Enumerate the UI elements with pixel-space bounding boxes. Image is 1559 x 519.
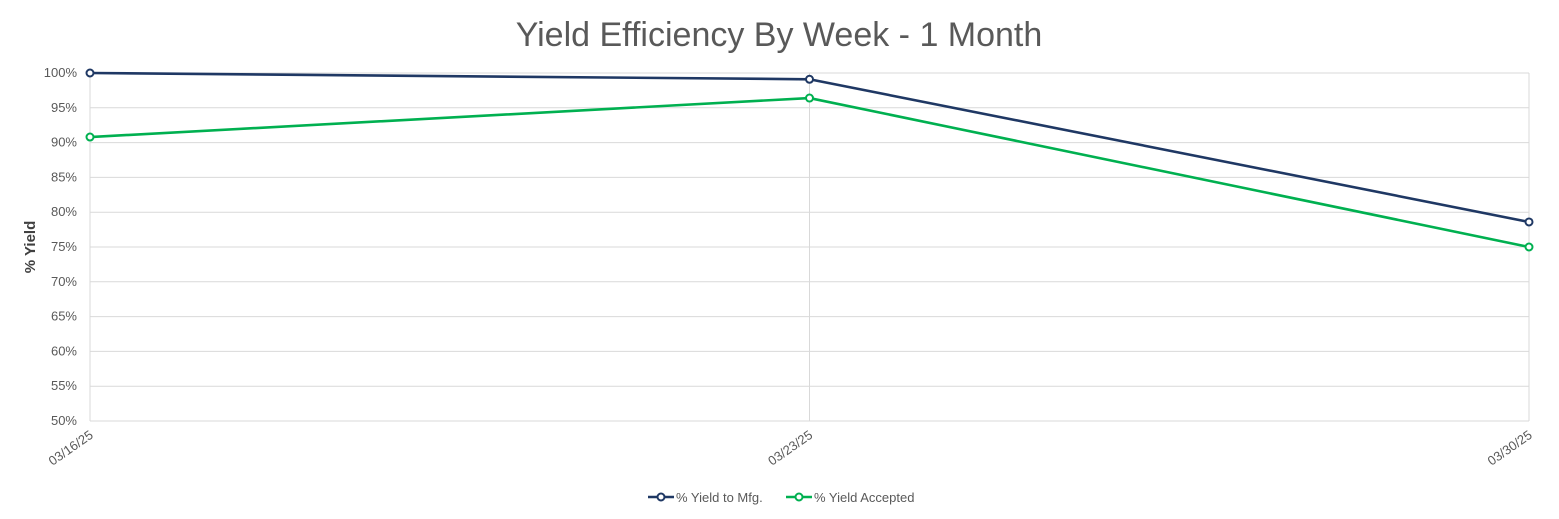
data-point xyxy=(1524,242,1534,252)
legend-label: % Yield Accepted xyxy=(814,490,914,505)
y-tick-label: 55% xyxy=(51,378,77,393)
data-point xyxy=(1524,217,1534,227)
y-tick-label: 85% xyxy=(51,169,77,184)
legend-item-2: % Yield Accepted xyxy=(786,490,914,505)
data-point xyxy=(805,74,814,84)
series-2 xyxy=(85,93,1534,252)
y-tick-label: 60% xyxy=(51,343,77,358)
legend-swatch-marker xyxy=(656,492,666,502)
y-axis-ticks: 50% 55% 60% 65% 70% 75% 80% 85% 90% 95% 100% xyxy=(44,65,78,428)
y-tick-label: 75% xyxy=(51,239,77,254)
legend-label: % Yield to Mfg. xyxy=(676,490,763,505)
data-point xyxy=(85,132,95,142)
y-tick-label: 70% xyxy=(51,274,77,289)
y-tick-label: 65% xyxy=(51,309,77,324)
series-lines xyxy=(85,68,1534,252)
legend-swatch-marker xyxy=(794,492,804,502)
y-tick-label: 100% xyxy=(44,65,78,80)
y-tick-label: 90% xyxy=(51,135,77,150)
chart-title: Yield Efficiency By Week - 1 Month xyxy=(516,16,1043,54)
y-axis-label: % Yield xyxy=(22,221,39,274)
data-point xyxy=(85,68,95,78)
y-tick-label: 80% xyxy=(51,204,77,219)
legend-item-1: % Yield to Mfg. xyxy=(648,490,763,505)
x-axis-ticks: 03/16/25 03/23/25 03/30/25 xyxy=(46,427,1535,468)
x-tick-label: 03/16/25 xyxy=(46,427,96,468)
series-1 xyxy=(85,68,1534,227)
x-tick-label: 03/30/25 xyxy=(1485,427,1535,468)
y-tick-label: 50% xyxy=(51,413,77,428)
x-tick-label: 03/23/25 xyxy=(765,427,815,468)
data-point xyxy=(805,93,814,103)
y-tick-label: 95% xyxy=(51,100,77,115)
legend: % Yield to Mfg. % Yield Accepted xyxy=(648,490,914,505)
